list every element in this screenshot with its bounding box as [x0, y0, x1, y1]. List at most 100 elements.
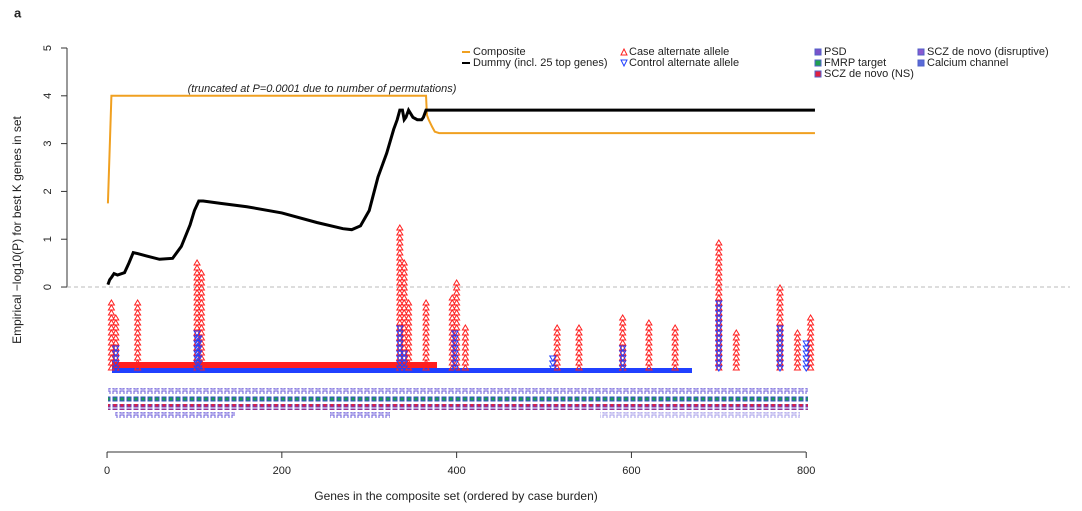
triangle: [111, 339, 120, 346]
legend-swatch: [620, 59, 628, 68]
triangle: [193, 339, 201, 346]
allele-stack: [133, 299, 142, 371]
allele-stack: [793, 329, 802, 371]
triangle: [133, 299, 142, 306]
triangle: [404, 344, 413, 351]
triangle: [400, 349, 409, 356]
triangle: [400, 264, 409, 271]
triangle: [714, 264, 723, 271]
triangle: [732, 349, 741, 356]
triangle: [422, 299, 430, 306]
triangle: [452, 344, 461, 351]
triangle: [111, 334, 120, 341]
triangle: [111, 359, 120, 366]
triangle: [400, 319, 409, 326]
triangle: [732, 339, 741, 346]
legend-swatch: [620, 47, 628, 56]
triangle: [461, 324, 470, 331]
triangle: [714, 254, 723, 261]
triangle: [461, 354, 470, 361]
triangle: [452, 364, 461, 371]
triangle: [193, 294, 201, 301]
triangle: [714, 359, 723, 366]
triangle: [193, 334, 201, 341]
triangle: [395, 234, 404, 241]
triangle: [395, 274, 404, 281]
triangle: [671, 329, 680, 336]
triangle: [395, 354, 404, 361]
triangle: [193, 330, 201, 337]
triangle: [133, 329, 142, 336]
triangle: [776, 284, 784, 291]
triangle: [197, 284, 206, 291]
triangle: [197, 334, 206, 341]
triangle: [671, 359, 680, 366]
triangle: [452, 329, 461, 336]
triangle: [197, 329, 206, 336]
legend-label: SCZ de novo (disruptive): [927, 46, 1049, 58]
triangle: [793, 359, 802, 366]
triangle: [395, 279, 404, 286]
y-tick-label: 4: [42, 93, 54, 99]
triangle: [802, 340, 811, 347]
triangle: [671, 344, 680, 351]
triangle: [193, 299, 201, 306]
line: [106, 106, 815, 286]
triangle: [107, 334, 116, 341]
triangle: [395, 229, 404, 236]
triangle: [107, 339, 116, 346]
triangle: [553, 334, 562, 341]
triangle: [111, 349, 120, 356]
triangle: [422, 349, 430, 356]
triangle: [395, 339, 404, 346]
triangle: [404, 309, 413, 316]
triangle: [645, 324, 653, 331]
triangle: [452, 314, 461, 321]
triangle: [193, 324, 201, 331]
triangle: [197, 269, 206, 276]
triangle: [395, 239, 404, 246]
triangle: [197, 324, 206, 331]
legend-label: Control alternate allele: [629, 57, 739, 69]
triangle: [193, 319, 201, 326]
allele-stack: [404, 299, 413, 371]
triangle: [732, 329, 741, 336]
legend-label: FMRP target: [824, 57, 886, 69]
y-axis-label: Empirical −log10(P) for best K genes in …: [10, 115, 24, 343]
x-tick-label: 200: [273, 465, 291, 477]
triangle: [452, 309, 461, 316]
triangle: [400, 304, 409, 311]
triangle: [452, 354, 461, 361]
triangle: [714, 314, 723, 321]
triangle: [714, 344, 723, 351]
triangle: [111, 345, 120, 352]
triangle: [452, 299, 461, 306]
triangle: [197, 354, 206, 361]
x-tick-label: 0: [104, 465, 110, 477]
triangle: [714, 239, 723, 246]
triangle: [776, 334, 784, 341]
triangle: [133, 334, 142, 341]
triangle: [452, 279, 461, 286]
triangle: [776, 319, 784, 326]
triangle: [193, 274, 201, 281]
triangle: [448, 359, 457, 366]
triangle: [732, 364, 741, 371]
triangle: [575, 359, 583, 366]
triangle: [671, 349, 680, 356]
triangle: [714, 294, 723, 301]
triangle: [422, 364, 430, 371]
triangle: [776, 289, 784, 296]
triangle: [197, 319, 206, 326]
triangle: [422, 329, 430, 336]
triangle: [714, 324, 723, 331]
triangle: [107, 304, 116, 311]
triangle: [193, 289, 201, 296]
allele-stack: [193, 259, 201, 371]
triangle: [400, 350, 409, 357]
triangle: [714, 269, 723, 276]
triangle: [645, 354, 653, 361]
triangle: [107, 299, 116, 306]
allele-stack: [194, 335, 203, 372]
triangle: [111, 364, 120, 371]
